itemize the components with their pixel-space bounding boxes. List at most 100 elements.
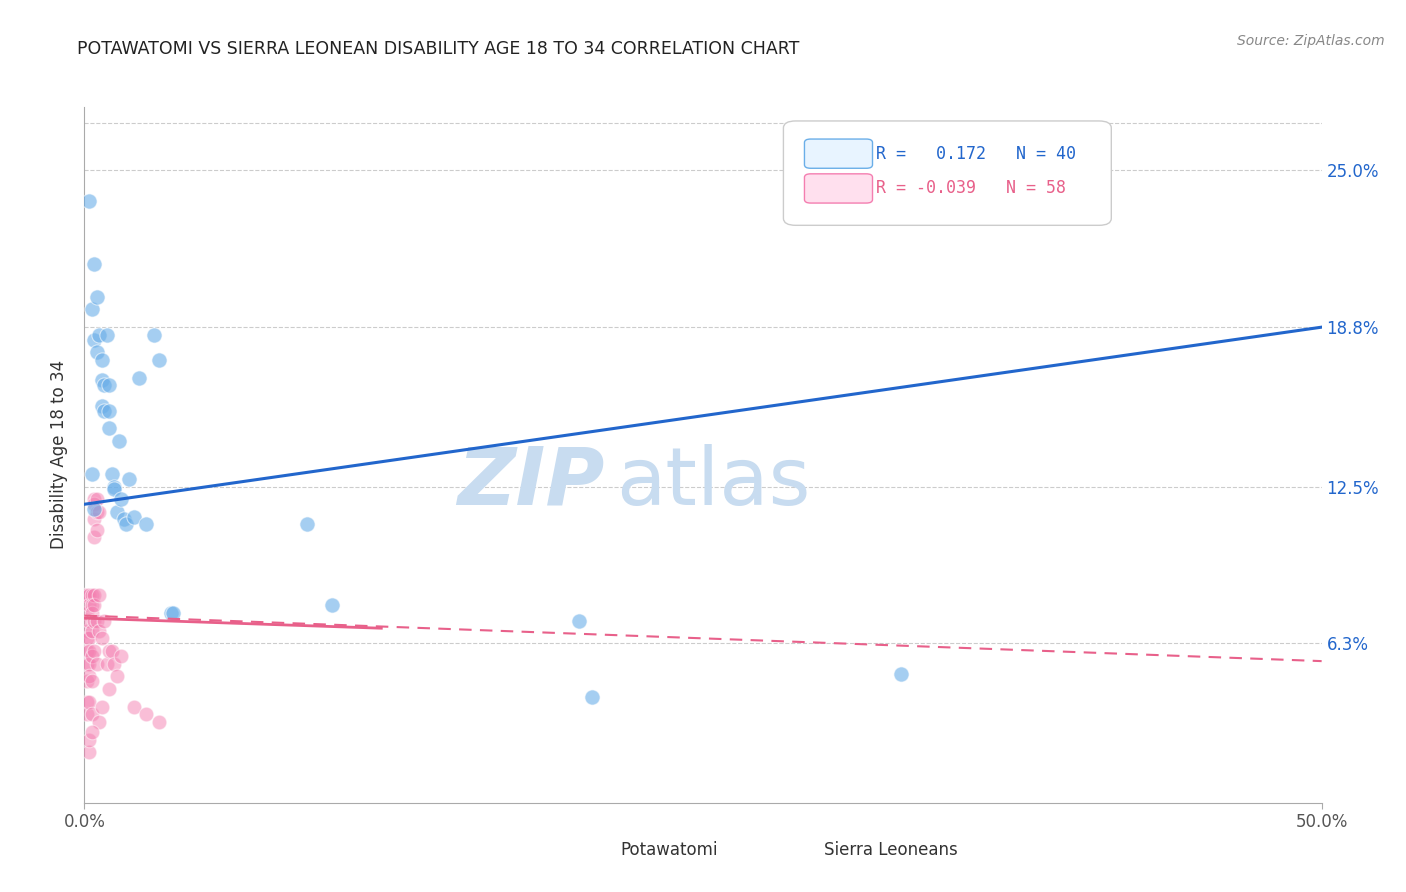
Point — [79, 588, 101, 602]
Point — [86, 523, 108, 537]
Point — [295, 517, 318, 532]
Point — [90, 353, 112, 368]
Point — [80, 302, 103, 317]
Point — [83, 502, 105, 516]
Point — [79, 732, 101, 747]
Point — [112, 512, 135, 526]
Point — [98, 378, 121, 392]
Point — [76, 657, 98, 671]
FancyBboxPatch shape — [804, 174, 873, 203]
Point — [79, 614, 101, 628]
Point — [98, 403, 121, 417]
Point — [89, 624, 111, 638]
Point — [93, 614, 115, 628]
Point — [76, 644, 98, 658]
Point — [80, 624, 103, 638]
Point — [98, 644, 121, 658]
Point — [118, 472, 141, 486]
Text: R = -0.039   N = 58: R = -0.039 N = 58 — [876, 179, 1066, 197]
Point — [79, 745, 101, 759]
Point — [122, 509, 145, 524]
Point — [76, 632, 98, 646]
Point — [83, 512, 105, 526]
Point — [83, 257, 105, 271]
Point — [76, 707, 98, 722]
Point — [103, 482, 125, 496]
Point — [79, 657, 101, 671]
FancyBboxPatch shape — [804, 139, 873, 169]
Point — [890, 666, 912, 681]
Point — [148, 714, 170, 729]
Point — [93, 403, 115, 417]
Point — [80, 606, 103, 620]
Point — [105, 669, 128, 683]
Point — [83, 599, 105, 613]
Point — [96, 657, 118, 671]
Point — [581, 690, 603, 704]
Point — [80, 725, 103, 739]
Point — [110, 648, 132, 663]
FancyBboxPatch shape — [752, 836, 821, 864]
Point — [80, 467, 103, 481]
Point — [73, 588, 96, 602]
Point — [115, 517, 138, 532]
Point — [100, 467, 122, 481]
Point — [98, 681, 121, 696]
Text: Source: ZipAtlas.com: Source: ZipAtlas.com — [1237, 34, 1385, 48]
Point — [128, 370, 150, 384]
Point — [160, 606, 183, 620]
Point — [86, 345, 108, 359]
Point — [76, 606, 98, 620]
Point — [86, 505, 108, 519]
Text: Potawatomi: Potawatomi — [620, 841, 717, 859]
Text: Sierra Leoneans: Sierra Leoneans — [824, 841, 957, 859]
Point — [86, 290, 108, 304]
Point — [76, 588, 98, 602]
Point — [83, 614, 105, 628]
Point — [79, 632, 101, 646]
FancyBboxPatch shape — [548, 836, 616, 864]
Point — [89, 327, 111, 342]
Point — [80, 588, 103, 602]
Point — [90, 399, 112, 413]
Point — [83, 530, 105, 544]
Point — [79, 599, 101, 613]
Point — [122, 699, 145, 714]
Point — [79, 194, 101, 208]
Point — [79, 644, 101, 658]
Point — [86, 657, 108, 671]
Point — [90, 699, 112, 714]
Point — [568, 614, 591, 628]
Text: ZIP: ZIP — [457, 443, 605, 522]
Point — [83, 644, 105, 658]
Point — [135, 517, 157, 532]
Point — [86, 492, 108, 507]
Point — [76, 695, 98, 709]
Point — [79, 669, 101, 683]
Point — [80, 599, 103, 613]
Point — [83, 588, 105, 602]
Text: POTAWATOMI VS SIERRA LEONEAN DISABILITY AGE 18 TO 34 CORRELATION CHART: POTAWATOMI VS SIERRA LEONEAN DISABILITY … — [77, 40, 800, 58]
Point — [83, 333, 105, 347]
Text: R =   0.172   N = 40: R = 0.172 N = 40 — [876, 145, 1076, 162]
Point — [80, 648, 103, 663]
FancyBboxPatch shape — [783, 121, 1111, 226]
Point — [135, 707, 157, 722]
Point — [93, 378, 115, 392]
Point — [80, 707, 103, 722]
Point — [89, 505, 111, 519]
Point — [80, 674, 103, 689]
Point — [86, 614, 108, 628]
Point — [142, 327, 165, 342]
Text: atlas: atlas — [616, 443, 811, 522]
Point — [103, 657, 125, 671]
Point — [110, 492, 132, 507]
Point — [100, 644, 122, 658]
Point — [321, 599, 343, 613]
Point — [89, 714, 111, 729]
Point — [98, 421, 121, 435]
Point — [148, 353, 170, 368]
Point — [83, 492, 105, 507]
Point — [83, 497, 105, 511]
Point — [90, 373, 112, 387]
